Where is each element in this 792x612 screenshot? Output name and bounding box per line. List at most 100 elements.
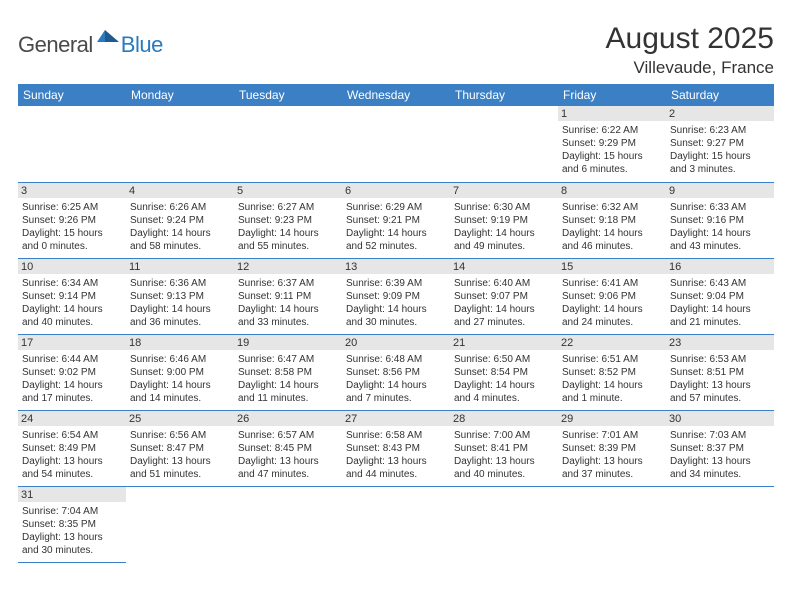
day-number: 22 — [558, 335, 666, 350]
daylight-line-2: and 43 minutes. — [670, 240, 770, 253]
sunrise-line: Sunrise: 6:22 AM — [562, 124, 662, 137]
sunset-line: Sunset: 9:24 PM — [130, 214, 230, 227]
sunset-line: Sunset: 9:19 PM — [454, 214, 554, 227]
daylight-line-2: and 27 minutes. — [454, 316, 554, 329]
sunrise-line: Sunrise: 6:40 AM — [454, 277, 554, 290]
daylight-line-1: Daylight: 14 hours — [22, 379, 122, 392]
calendar-table: SundayMondayTuesdayWednesdayThursdayFrid… — [18, 84, 774, 563]
day-number: 25 — [126, 411, 234, 426]
day-cell: 13Sunrise: 6:39 AMSunset: 9:09 PMDayligh… — [342, 258, 450, 334]
day-cell: 11Sunrise: 6:36 AMSunset: 9:13 PMDayligh… — [126, 258, 234, 334]
location: Villevaude, France — [606, 58, 774, 78]
sunrise-line: Sunrise: 6:48 AM — [346, 353, 446, 366]
daylight-line-1: Daylight: 14 hours — [130, 227, 230, 240]
weekday-header-row: SundayMondayTuesdayWednesdayThursdayFrid… — [18, 84, 774, 106]
sunrise-line: Sunrise: 6:34 AM — [22, 277, 122, 290]
daylight-line-2: and 7 minutes. — [346, 392, 446, 405]
sunset-line: Sunset: 9:21 PM — [346, 214, 446, 227]
day-cell: 18Sunrise: 6:46 AMSunset: 9:00 PMDayligh… — [126, 334, 234, 410]
sunset-line: Sunset: 8:58 PM — [238, 366, 338, 379]
empty-cell — [342, 486, 450, 562]
calendar-body: 1Sunrise: 6:22 AMSunset: 9:29 PMDaylight… — [18, 106, 774, 562]
sunset-line: Sunset: 8:56 PM — [346, 366, 446, 379]
sunset-line: Sunset: 8:39 PM — [562, 442, 662, 455]
daylight-line-2: and 46 minutes. — [562, 240, 662, 253]
sunset-line: Sunset: 8:52 PM — [562, 366, 662, 379]
day-number: 31 — [18, 487, 126, 502]
weekday-header: Sunday — [18, 84, 126, 106]
day-cell: 4Sunrise: 6:26 AMSunset: 9:24 PMDaylight… — [126, 182, 234, 258]
empty-cell — [342, 106, 450, 182]
daylight-line-2: and 1 minute. — [562, 392, 662, 405]
daylight-line-2: and 57 minutes. — [670, 392, 770, 405]
sunrise-line: Sunrise: 6:33 AM — [670, 201, 770, 214]
day-number: 29 — [558, 411, 666, 426]
day-number: 15 — [558, 259, 666, 274]
weekday-header: Wednesday — [342, 84, 450, 106]
calendar-row: 3Sunrise: 6:25 AMSunset: 9:26 PMDaylight… — [18, 182, 774, 258]
day-number: 8 — [558, 183, 666, 198]
sunset-line: Sunset: 8:47 PM — [130, 442, 230, 455]
day-cell: 1Sunrise: 6:22 AMSunset: 9:29 PMDaylight… — [558, 106, 666, 182]
daylight-line-2: and 4 minutes. — [454, 392, 554, 405]
daylight-line-1: Daylight: 14 hours — [454, 227, 554, 240]
day-number: 12 — [234, 259, 342, 274]
logo-text-blue: Blue — [121, 32, 163, 58]
day-cell: 24Sunrise: 6:54 AMSunset: 8:49 PMDayligh… — [18, 410, 126, 486]
daylight-line-2: and 47 minutes. — [238, 468, 338, 481]
daylight-line-2: and 40 minutes. — [454, 468, 554, 481]
day-number: 13 — [342, 259, 450, 274]
daylight-line-1: Daylight: 14 hours — [130, 379, 230, 392]
title-block: August 2025 Villevaude, France — [606, 22, 774, 78]
day-number: 30 — [666, 411, 774, 426]
day-number: 23 — [666, 335, 774, 350]
daylight-line-2: and 6 minutes. — [562, 163, 662, 176]
calendar-row: 1Sunrise: 6:22 AMSunset: 9:29 PMDaylight… — [18, 106, 774, 182]
daylight-line-2: and 37 minutes. — [562, 468, 662, 481]
daylight-line-1: Daylight: 14 hours — [454, 303, 554, 316]
day-cell: 26Sunrise: 6:57 AMSunset: 8:45 PMDayligh… — [234, 410, 342, 486]
day-cell: 2Sunrise: 6:23 AMSunset: 9:27 PMDaylight… — [666, 106, 774, 182]
sunrise-line: Sunrise: 6:39 AM — [346, 277, 446, 290]
day-number: 10 — [18, 259, 126, 274]
sunset-line: Sunset: 9:06 PM — [562, 290, 662, 303]
daylight-line-1: Daylight: 15 hours — [670, 150, 770, 163]
daylight-line-2: and 51 minutes. — [130, 468, 230, 481]
sunset-line: Sunset: 9:26 PM — [22, 214, 122, 227]
daylight-line-1: Daylight: 14 hours — [238, 379, 338, 392]
sunrise-line: Sunrise: 6:43 AM — [670, 277, 770, 290]
sunset-line: Sunset: 9:02 PM — [22, 366, 122, 379]
day-number: 28 — [450, 411, 558, 426]
day-cell: 20Sunrise: 6:48 AMSunset: 8:56 PMDayligh… — [342, 334, 450, 410]
sunrise-line: Sunrise: 7:00 AM — [454, 429, 554, 442]
daylight-line-2: and 55 minutes. — [238, 240, 338, 253]
sunset-line: Sunset: 9:23 PM — [238, 214, 338, 227]
daylight-line-2: and 52 minutes. — [346, 240, 446, 253]
empty-cell — [126, 106, 234, 182]
day-cell: 14Sunrise: 6:40 AMSunset: 9:07 PMDayligh… — [450, 258, 558, 334]
daylight-line-1: Daylight: 14 hours — [562, 303, 662, 316]
empty-cell — [450, 486, 558, 562]
daylight-line-2: and 14 minutes. — [130, 392, 230, 405]
daylight-line-1: Daylight: 14 hours — [22, 303, 122, 316]
day-cell: 31Sunrise: 7:04 AMSunset: 8:35 PMDayligh… — [18, 486, 126, 562]
sunset-line: Sunset: 9:29 PM — [562, 137, 662, 150]
sunrise-line: Sunrise: 6:47 AM — [238, 353, 338, 366]
empty-cell — [234, 106, 342, 182]
day-number: 27 — [342, 411, 450, 426]
day-cell: 23Sunrise: 6:53 AMSunset: 8:51 PMDayligh… — [666, 334, 774, 410]
sunrise-line: Sunrise: 7:01 AM — [562, 429, 662, 442]
sunset-line: Sunset: 9:11 PM — [238, 290, 338, 303]
sunset-line: Sunset: 9:13 PM — [130, 290, 230, 303]
daylight-line-1: Daylight: 13 hours — [130, 455, 230, 468]
day-number: 18 — [126, 335, 234, 350]
day-cell: 16Sunrise: 6:43 AMSunset: 9:04 PMDayligh… — [666, 258, 774, 334]
day-cell: 3Sunrise: 6:25 AMSunset: 9:26 PMDaylight… — [18, 182, 126, 258]
day-cell: 17Sunrise: 6:44 AMSunset: 9:02 PMDayligh… — [18, 334, 126, 410]
day-cell: 7Sunrise: 6:30 AMSunset: 9:19 PMDaylight… — [450, 182, 558, 258]
daylight-line-1: Daylight: 13 hours — [346, 455, 446, 468]
sunrise-line: Sunrise: 6:58 AM — [346, 429, 446, 442]
daylight-line-1: Daylight: 13 hours — [562, 455, 662, 468]
daylight-line-2: and 58 minutes. — [130, 240, 230, 253]
sunrise-line: Sunrise: 6:57 AM — [238, 429, 338, 442]
